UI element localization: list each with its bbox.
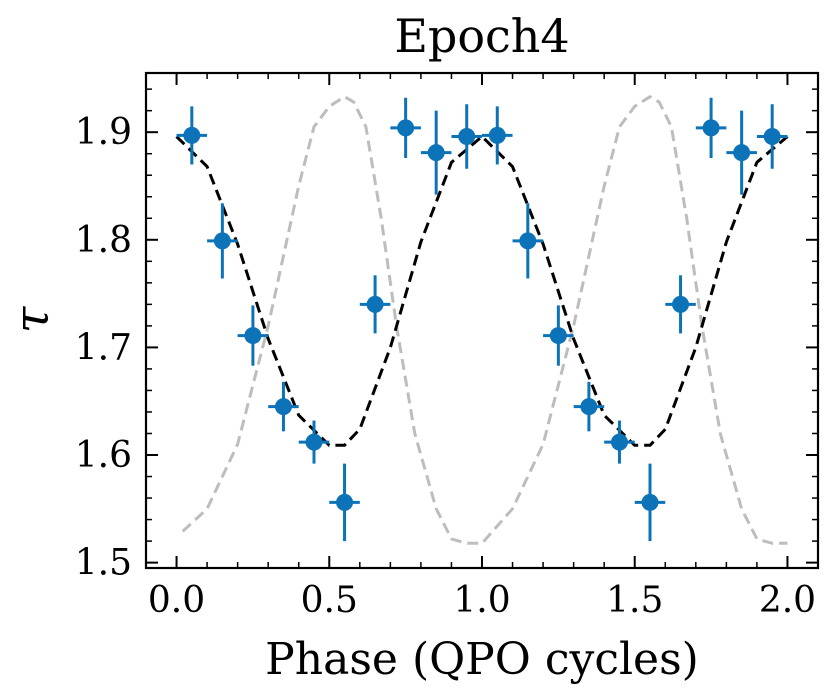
- model-curve-layer: [175, 135, 789, 447]
- data-marker: [488, 126, 506, 144]
- data-point: [420, 110, 452, 195]
- data-point: [543, 305, 574, 366]
- data-point: [268, 381, 299, 432]
- data-point: [512, 203, 544, 279]
- reference-series-line: [181, 95, 788, 545]
- data-marker: [580, 398, 598, 416]
- data-point: [237, 305, 269, 366]
- plot-frame: [144, 71, 820, 570]
- y-tick-label: 1.9: [75, 112, 132, 153]
- chart-title: Epoch4: [394, 9, 569, 63]
- data-point: [604, 420, 635, 464]
- y-tick-label: 1.8: [75, 220, 132, 261]
- model-series-line: [175, 135, 789, 447]
- data-point: [634, 463, 666, 542]
- x-tick-label: 2.0: [759, 580, 816, 621]
- data-point: [390, 97, 421, 159]
- data-marker: [183, 126, 201, 144]
- reference-curve-layer: [181, 95, 788, 545]
- data-point: [298, 420, 330, 464]
- data-marker: [397, 119, 415, 137]
- data-point: [665, 275, 696, 334]
- data-point: [573, 381, 605, 432]
- x-tick-label: 0.5: [301, 580, 358, 621]
- data-marker: [213, 232, 231, 250]
- x-axis-label: Phase (QPO cycles): [265, 634, 699, 685]
- data-point: [207, 203, 238, 279]
- data-marker: [244, 327, 262, 345]
- y-tick-label: 1.7: [75, 327, 132, 368]
- data-points-layer: [176, 97, 788, 542]
- data-marker: [274, 398, 292, 416]
- x-tick-label: 0.0: [148, 580, 205, 621]
- y-tick-label: 1.5: [75, 543, 132, 584]
- y-tick-label: 1.6: [75, 435, 132, 476]
- data-marker: [519, 232, 537, 250]
- data-marker: [549, 327, 567, 345]
- data-marker: [336, 493, 354, 511]
- data-point: [176, 106, 208, 165]
- data-point: [451, 104, 482, 169]
- data-marker: [702, 119, 720, 137]
- data-marker: [610, 433, 628, 451]
- data-marker: [458, 127, 476, 145]
- data-marker: [427, 144, 445, 162]
- data-marker: [672, 295, 690, 313]
- data-point: [359, 275, 391, 334]
- y-axis-label: τ: [4, 305, 60, 333]
- data-point: [756, 104, 788, 169]
- data-marker: [641, 493, 659, 511]
- data-marker: [763, 127, 781, 145]
- data-point: [726, 110, 757, 195]
- data-marker: [733, 144, 751, 162]
- data-point: [329, 463, 360, 542]
- x-tick-label: 1.5: [606, 580, 663, 621]
- axis-ticks-layer: 0.0 0.5 1.0 1.5 2.0 1.5 1.6 1.7 1.8 1.9: [75, 73, 819, 621]
- data-point: [695, 97, 727, 159]
- data-point: [482, 106, 513, 165]
- x-tick-label: 1.0: [453, 580, 510, 621]
- data-marker: [305, 433, 323, 451]
- data-marker: [366, 295, 384, 313]
